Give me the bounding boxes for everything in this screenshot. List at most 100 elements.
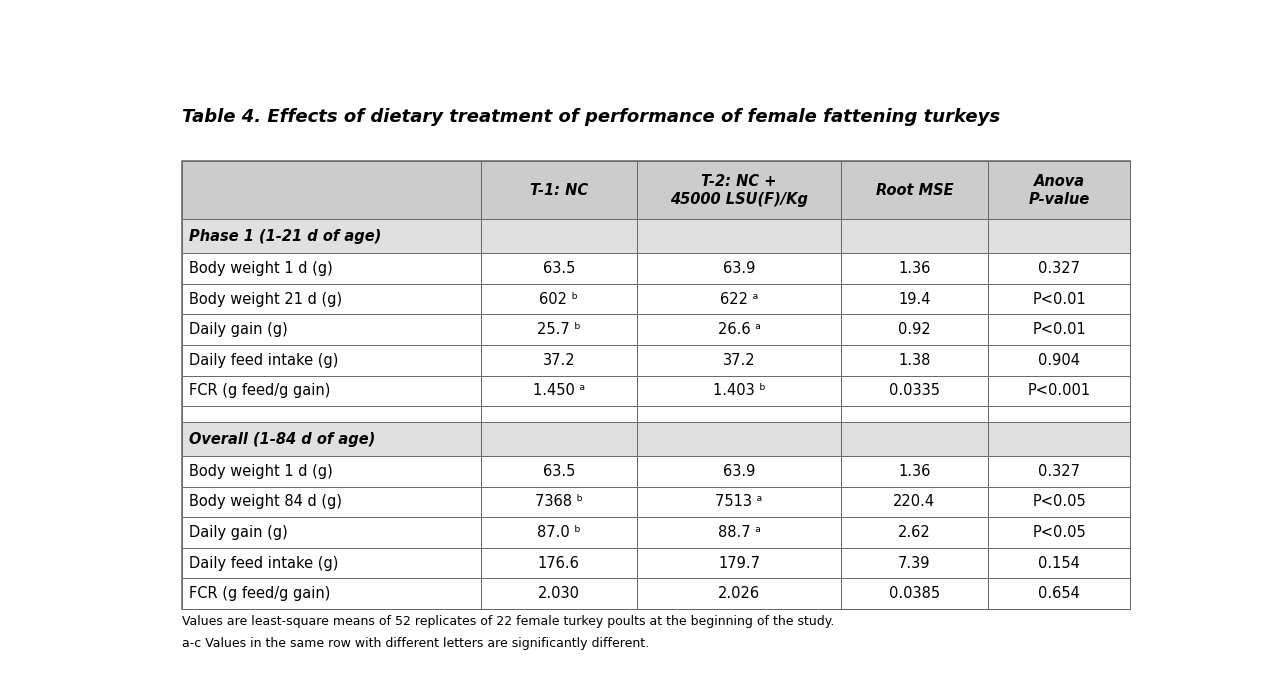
Bar [841, 579, 988, 609]
Text: P<0.05: P<0.05 [1032, 525, 1085, 540]
Text: 87.0 ᵇ: 87.0 ᵇ [538, 525, 581, 540]
Bar [637, 456, 841, 487]
Bar [841, 345, 988, 376]
Text: 37.2: 37.2 [543, 353, 575, 368]
Bar [182, 406, 480, 422]
Text: 7368 ᵇ: 7368 ᵇ [535, 494, 582, 510]
Bar [637, 220, 841, 253]
Bar [637, 422, 841, 456]
Text: 0.92: 0.92 [899, 322, 931, 337]
Bar [637, 406, 841, 422]
Bar [841, 422, 988, 456]
Bar [480, 314, 637, 345]
Bar [637, 345, 841, 376]
Text: 19.4: 19.4 [899, 291, 931, 307]
Bar [637, 517, 841, 548]
Bar [841, 253, 988, 284]
Bar [182, 220, 480, 253]
Text: 63.5: 63.5 [543, 261, 575, 276]
Bar [841, 487, 988, 517]
Text: 2.030: 2.030 [538, 586, 580, 602]
Text: 0.654: 0.654 [1038, 586, 1080, 602]
Bar [988, 487, 1130, 517]
Text: Table 4. Effects of dietary treatment of performance of female fattening turkeys: Table 4. Effects of dietary treatment of… [182, 108, 1000, 125]
Bar [637, 406, 841, 422]
Text: 1.450 ᵃ: 1.450 ᵃ [532, 383, 585, 399]
Bar [841, 579, 988, 609]
Text: 0.0385: 0.0385 [888, 586, 940, 602]
Bar [637, 376, 841, 406]
Bar [182, 253, 480, 284]
Text: 37.2: 37.2 [723, 353, 755, 368]
Bar [988, 314, 1130, 345]
Bar [480, 376, 637, 406]
Bar [637, 517, 841, 548]
Bar [841, 406, 988, 422]
Bar [480, 345, 637, 376]
Bar [182, 517, 480, 548]
Bar [841, 162, 988, 220]
Bar [480, 517, 637, 548]
Bar [182, 284, 480, 314]
Bar [988, 517, 1130, 548]
Bar [841, 314, 988, 345]
Bar [841, 376, 988, 406]
Bar [182, 548, 480, 579]
Bar [637, 314, 841, 345]
Bar [637, 487, 841, 517]
Bar [182, 456, 480, 487]
Bar [480, 487, 637, 517]
Bar [988, 517, 1130, 548]
Text: Daily feed intake (g): Daily feed intake (g) [188, 556, 338, 571]
Bar [182, 456, 480, 487]
Bar [637, 345, 841, 376]
Bar [637, 314, 841, 345]
Bar [988, 376, 1130, 406]
Text: 1.38: 1.38 [899, 353, 931, 368]
Bar [988, 220, 1130, 253]
Bar [182, 376, 480, 406]
Text: Daily gain (g): Daily gain (g) [188, 322, 288, 337]
Bar [841, 345, 988, 376]
Bar [480, 422, 637, 456]
Bar [637, 422, 841, 456]
Text: Values are least-square means of 52 replicates of 22 female turkey poults at the: Values are least-square means of 52 repl… [182, 615, 835, 629]
Text: Overall (1-84 d of age): Overall (1-84 d of age) [188, 431, 375, 447]
Bar [988, 284, 1130, 314]
Bar [480, 284, 637, 314]
Text: 179.7: 179.7 [718, 556, 760, 571]
Bar [637, 162, 841, 220]
Bar [480, 456, 637, 487]
Bar [182, 422, 480, 456]
Bar [182, 162, 1130, 609]
Bar [841, 548, 988, 579]
Bar [988, 422, 1130, 456]
Bar [637, 162, 841, 220]
Text: 0.154: 0.154 [1038, 556, 1080, 571]
Bar [182, 487, 480, 517]
Bar [182, 376, 480, 406]
Text: Anova
P-value: Anova P-value [1028, 174, 1089, 206]
Bar [480, 345, 637, 376]
Bar [637, 284, 841, 314]
Text: FCR (g feed/g gain): FCR (g feed/g gain) [188, 586, 330, 602]
Text: 220.4: 220.4 [893, 494, 936, 510]
Bar [637, 376, 841, 406]
Bar [841, 220, 988, 253]
Bar [182, 487, 480, 517]
Bar [988, 579, 1130, 609]
Text: 0.327: 0.327 [1038, 261, 1080, 276]
Text: 2.026: 2.026 [718, 586, 760, 602]
Text: Phase 1 (1-21 d of age): Phase 1 (1-21 d of age) [188, 229, 381, 244]
Text: Body weight 84 d (g): Body weight 84 d (g) [188, 494, 342, 510]
Text: 622 ᵃ: 622 ᵃ [719, 291, 758, 307]
Text: 63.5: 63.5 [543, 464, 575, 479]
Bar [637, 487, 841, 517]
Bar [637, 548, 841, 579]
Text: 1.36: 1.36 [899, 464, 931, 479]
Bar [480, 284, 637, 314]
Text: 7.39: 7.39 [899, 556, 931, 571]
Bar [637, 253, 841, 284]
Bar [637, 456, 841, 487]
Text: 0.904: 0.904 [1038, 353, 1080, 368]
